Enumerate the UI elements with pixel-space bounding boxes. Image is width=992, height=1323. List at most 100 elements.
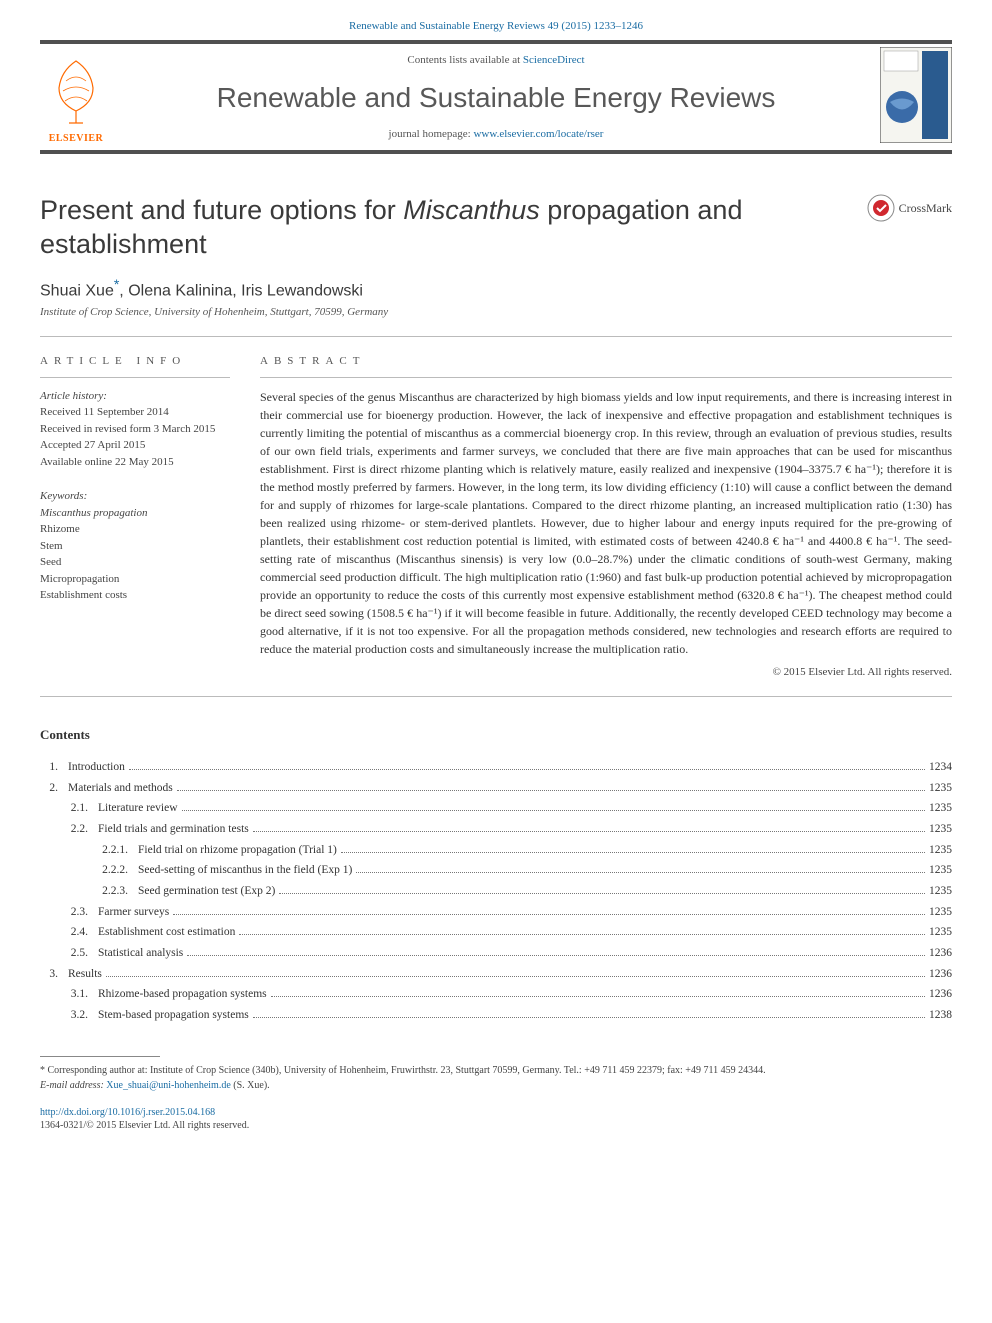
footnote-separator — [40, 1056, 160, 1057]
crossmark-badge[interactable]: CrossMark — [867, 194, 952, 222]
homepage-prefix: journal homepage: — [389, 128, 474, 140]
toc-row[interactable]: 2.2.3. Seed germination test (Exp 2) 1235 — [40, 881, 952, 902]
publisher-name: ELSEVIER — [49, 133, 104, 144]
toc-page: 1236 — [929, 984, 952, 1005]
toc-row[interactable]: 2.2.2. Seed-setting of miscanthus in the … — [40, 860, 952, 881]
toc-title: Statistical analysis — [98, 943, 183, 964]
toc-row[interactable]: 3.2.Stem-based propagation systems1238 — [40, 1005, 952, 1026]
toc-number: 3.2. — [40, 1005, 88, 1026]
article-citation[interactable]: Renewable and Sustainable Energy Reviews… — [40, 20, 952, 32]
authors-rest: , Olena Kalinina, Iris Lewandowski — [119, 282, 363, 299]
toc-row[interactable]: 2.1.Literature review1235 — [40, 798, 952, 819]
toc-title: Seed-setting of miscanthus in the field … — [138, 860, 352, 881]
divider — [40, 336, 952, 337]
toc-number: 3.1. — [40, 984, 88, 1005]
article-history: Article history: Received 11 September 2… — [40, 388, 230, 471]
divider — [260, 377, 952, 378]
toc-number: 2.3. — [40, 902, 88, 923]
history-label: Article history: — [40, 388, 230, 405]
toc-page: 1235 — [929, 819, 952, 840]
toc-leader-dots — [182, 810, 926, 811]
toc-page: 1235 — [929, 902, 952, 923]
toc-number: 2.4. — [40, 922, 88, 943]
history-online: Available online 22 May 2015 — [40, 454, 230, 471]
email-suffix: (S. Xue). — [231, 1080, 270, 1091]
toc-row[interactable]: 2.3.Farmer surveys1235 — [40, 902, 952, 923]
toc-row[interactable]: 3.Results1236 — [40, 964, 952, 985]
toc-leader-dots — [106, 976, 925, 977]
title-italic: Miscanthus — [403, 195, 540, 225]
toc-page: 1235 — [929, 840, 952, 861]
toc-title: Stem-based propagation systems — [98, 1005, 249, 1026]
keyword: Seed — [40, 554, 230, 571]
keywords-label: Keywords: — [40, 488, 230, 505]
toc-leader-dots — [187, 955, 925, 956]
history-accepted: Accepted 27 April 2015 — [40, 437, 230, 454]
toc-leader-dots — [356, 872, 925, 873]
journal-header-band: ELSEVIER Contents lists available at Sci… — [40, 40, 952, 154]
toc-title: Results — [68, 964, 102, 985]
footnote-mark: * — [40, 1065, 45, 1076]
toc-row[interactable]: 2.4.Establishment cost estimation1235 — [40, 922, 952, 943]
toc-row[interactable]: 1.Introduction1234 — [40, 757, 952, 778]
keyword: Establishment costs — [40, 587, 230, 604]
crossmark-icon — [867, 194, 895, 222]
toc-leader-dots — [253, 1017, 925, 1018]
toc-title: Seed germination test (Exp 2) — [138, 881, 275, 902]
journal-info-block: Contents lists available at ScienceDirec… — [122, 44, 870, 150]
email-footnote: E-mail address: Xue_shuai@uni-hohenheim.… — [40, 1078, 952, 1093]
toc-row[interactable]: 3.1. Rhizome-based propagation systems 123… — [40, 984, 952, 1005]
article-title: Present and future options for Miscanthu… — [40, 194, 867, 262]
journal-cover-thumbnail[interactable] — [880, 47, 952, 147]
toc-leader-dots — [129, 769, 925, 770]
keyword: Miscanthus propagation — [40, 505, 230, 522]
homepage-link[interactable]: www.elsevier.com/locate/rser — [473, 128, 603, 140]
toc-page: 1236 — [929, 943, 952, 964]
divider — [40, 377, 230, 378]
abstract-text: Several species of the genus Miscanthus … — [260, 388, 952, 658]
toc-row[interactable]: 2.5. Statistical analysis 1236 — [40, 943, 952, 964]
author-email-link[interactable]: Xue_shuai@uni-hohenheim.de — [106, 1080, 230, 1091]
abstract-copyright: © 2015 Elsevier Ltd. All rights reserved… — [260, 666, 952, 678]
toc-page: 1235 — [929, 860, 952, 881]
contents-prefix: Contents lists available at — [407, 54, 522, 66]
toc-number: 2.2. — [40, 819, 88, 840]
toc-leader-dots — [177, 790, 925, 791]
toc-leader-dots — [239, 934, 925, 935]
toc-title: Introduction — [68, 757, 125, 778]
author-list: Shuai Xue*, Olena Kalinina, Iris Lewando… — [40, 276, 952, 300]
toc-row[interactable]: 2.2. Field trials and germination tests 12… — [40, 819, 952, 840]
toc-title: Field trials and germination tests — [98, 819, 249, 840]
keyword: Micropropagation — [40, 571, 230, 588]
toc-page: 1235 — [929, 881, 952, 902]
toc-page: 1235 — [929, 778, 952, 799]
publisher-logo[interactable]: ELSEVIER — [40, 44, 112, 150]
toc-number: 2. — [40, 778, 58, 799]
elsevier-tree-icon — [41, 53, 111, 133]
toc-number: 2.2.3. — [40, 881, 128, 902]
toc-page: 1235 — [929, 922, 952, 943]
toc-title: Materials and methods — [68, 778, 173, 799]
toc-row[interactable]: 2.2.1.Field trial on rhizome propagation… — [40, 840, 952, 861]
author-1[interactable]: Shuai Xue — [40, 282, 114, 299]
toc-title: Rhizome-based propagation systems — [98, 984, 267, 1005]
toc-number: 2.5. — [40, 943, 88, 964]
doi-line: http://dx.doi.org/10.1016/j.rser.2015.04… — [40, 1107, 952, 1118]
toc-leader-dots — [253, 831, 925, 832]
doi-link[interactable]: http://dx.doi.org/10.1016/j.rser.2015.04… — [40, 1107, 215, 1118]
toc-leader-dots — [341, 852, 925, 853]
toc-page: 1235 — [929, 798, 952, 819]
journal-title: Renewable and Sustainable Energy Reviews — [122, 82, 870, 114]
keywords-block: Keywords: Miscanthus propagation Rhizome… — [40, 488, 230, 604]
toc-title: Literature review — [98, 798, 178, 819]
history-revised: Received in revised form 3 March 2015 — [40, 421, 230, 438]
contents-heading: Contents — [40, 727, 952, 743]
toc-row[interactable]: 2. Materials and methods 1235 — [40, 778, 952, 799]
toc-number: 2.2.2. — [40, 860, 128, 881]
toc-number: 1. — [40, 757, 58, 778]
sciencedirect-link[interactable]: ScienceDirect — [523, 54, 585, 66]
footnote-text: Corresponding author at: Institute of Cr… — [48, 1065, 766, 1076]
corresponding-author-footnote: * Corresponding author at: Institute of … — [40, 1063, 952, 1078]
divider — [40, 696, 952, 697]
homepage-line: journal homepage: www.elsevier.com/locat… — [122, 128, 870, 140]
